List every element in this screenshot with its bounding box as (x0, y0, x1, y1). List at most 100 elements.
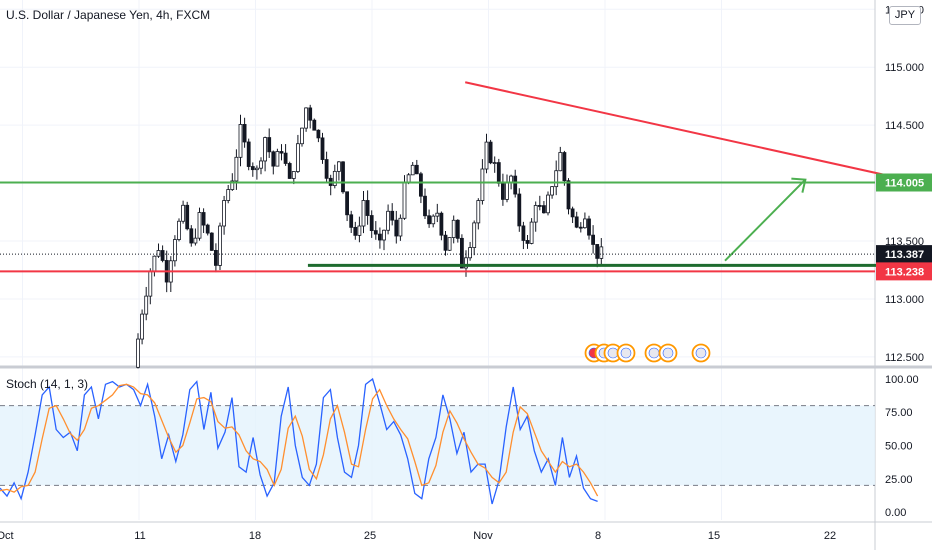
candle-body (455, 219, 460, 239)
price-label-bg (876, 262, 932, 281)
candle-body (185, 204, 190, 230)
candle-body (390, 210, 395, 221)
candle-body (234, 156, 239, 182)
candle-body (246, 141, 251, 167)
candle-body (308, 107, 313, 121)
candle-body (193, 237, 198, 244)
candle-body (148, 270, 153, 297)
candle-body (201, 212, 206, 226)
candle-body (521, 225, 526, 241)
candle-body (468, 247, 473, 259)
candle-body (295, 143, 300, 172)
price-label: 113.387 (885, 249, 924, 261)
stoch-series (0, 377, 599, 505)
price-axis[interactable]: 112.500113.000113.500114.000114.500115.0… (876, 4, 932, 519)
candle-body (591, 234, 595, 245)
event-icons[interactable] (584, 343, 711, 363)
candle-body (275, 151, 280, 167)
candle-body (250, 166, 255, 171)
candle-body (480, 168, 485, 201)
candle-body (583, 218, 587, 229)
candle-body (353, 226, 358, 236)
flag-icon (620, 347, 632, 359)
candle-body (222, 200, 227, 227)
candle-body (451, 219, 456, 238)
candle-body (386, 210, 391, 231)
candle-body (152, 255, 157, 272)
price-label-bg (876, 245, 932, 264)
candle-body (566, 180, 571, 210)
candle-body (336, 161, 341, 172)
candle-body (435, 212, 440, 217)
candle-body (160, 250, 165, 261)
candle-body (279, 151, 284, 154)
candle-body (476, 200, 481, 224)
candle-body (209, 232, 214, 251)
price-tick-label: 112.500 (885, 352, 924, 364)
candle-body (595, 244, 600, 259)
symbol-title: U.S. Dollar / Japanese Yen, 4h, FXCM (6, 8, 211, 22)
price-label: 114.005 (885, 178, 924, 190)
time-tick-label: 15 (708, 530, 720, 542)
candle-body (398, 217, 403, 237)
candle-body (464, 257, 468, 269)
price-label: 113.238 (885, 266, 924, 278)
candle-body (394, 219, 399, 237)
candle-body (267, 137, 272, 153)
stoch-band (0, 405, 875, 486)
price-tick-label: 113.500 (885, 236, 924, 248)
candle-body (562, 152, 567, 182)
drawings[interactable] (0, 81, 932, 273)
candle-body (197, 212, 202, 239)
candle-body (144, 295, 149, 315)
stoch-tick-label: 75.00 (885, 407, 913, 419)
candle-body (431, 215, 436, 225)
time-tick-label: 22 (824, 530, 836, 542)
candle-body (324, 159, 329, 179)
candle-body (533, 205, 538, 223)
candle-body (218, 225, 222, 266)
price-label-bg (876, 173, 932, 192)
candle-body (546, 194, 550, 214)
candle-body (361, 200, 366, 227)
time-tick-label: 11 (134, 530, 145, 542)
stoch-tick-label: 0.00 (885, 507, 906, 519)
projection-arrow (724, 178, 807, 262)
candle-body (505, 181, 509, 200)
price-tick-label: 114.500 (885, 120, 924, 132)
candle-body (189, 228, 194, 244)
time-tick-label: 18 (249, 530, 261, 542)
candles (136, 104, 604, 369)
candle-body (500, 182, 505, 200)
candle-body (345, 191, 350, 216)
candle-body (472, 222, 477, 248)
candle-body (349, 214, 354, 228)
candle-body (136, 338, 140, 368)
candle-body (402, 181, 407, 219)
candle-body (316, 129, 321, 139)
time-axis[interactable]: Oct 11 18 25 Nov 8 15 22 (0, 530, 836, 542)
candle-body (205, 224, 210, 234)
candle-body (369, 215, 374, 232)
candle-body (406, 174, 411, 183)
candle-body (554, 170, 559, 188)
candle-body (226, 189, 231, 201)
currency-badge[interactable]: JPY (889, 6, 921, 25)
candle-body (484, 141, 489, 170)
stoch-tick-label: 25.00 (885, 474, 913, 486)
candle-body (447, 237, 452, 251)
candle-body (177, 220, 181, 240)
candle-body (300, 127, 304, 145)
time-tick-label: 8 (595, 530, 601, 542)
indicator-title[interactable]: Stoch (14, 1, 3) (6, 377, 89, 391)
candle-body (414, 164, 419, 175)
candle-body (377, 233, 382, 241)
stoch-tick-label: 50.00 (885, 441, 913, 453)
candle-body (365, 200, 370, 216)
candle-body (263, 137, 268, 162)
candle-body (140, 313, 145, 340)
descending-trendline (464, 81, 932, 187)
candle-body (570, 208, 575, 218)
